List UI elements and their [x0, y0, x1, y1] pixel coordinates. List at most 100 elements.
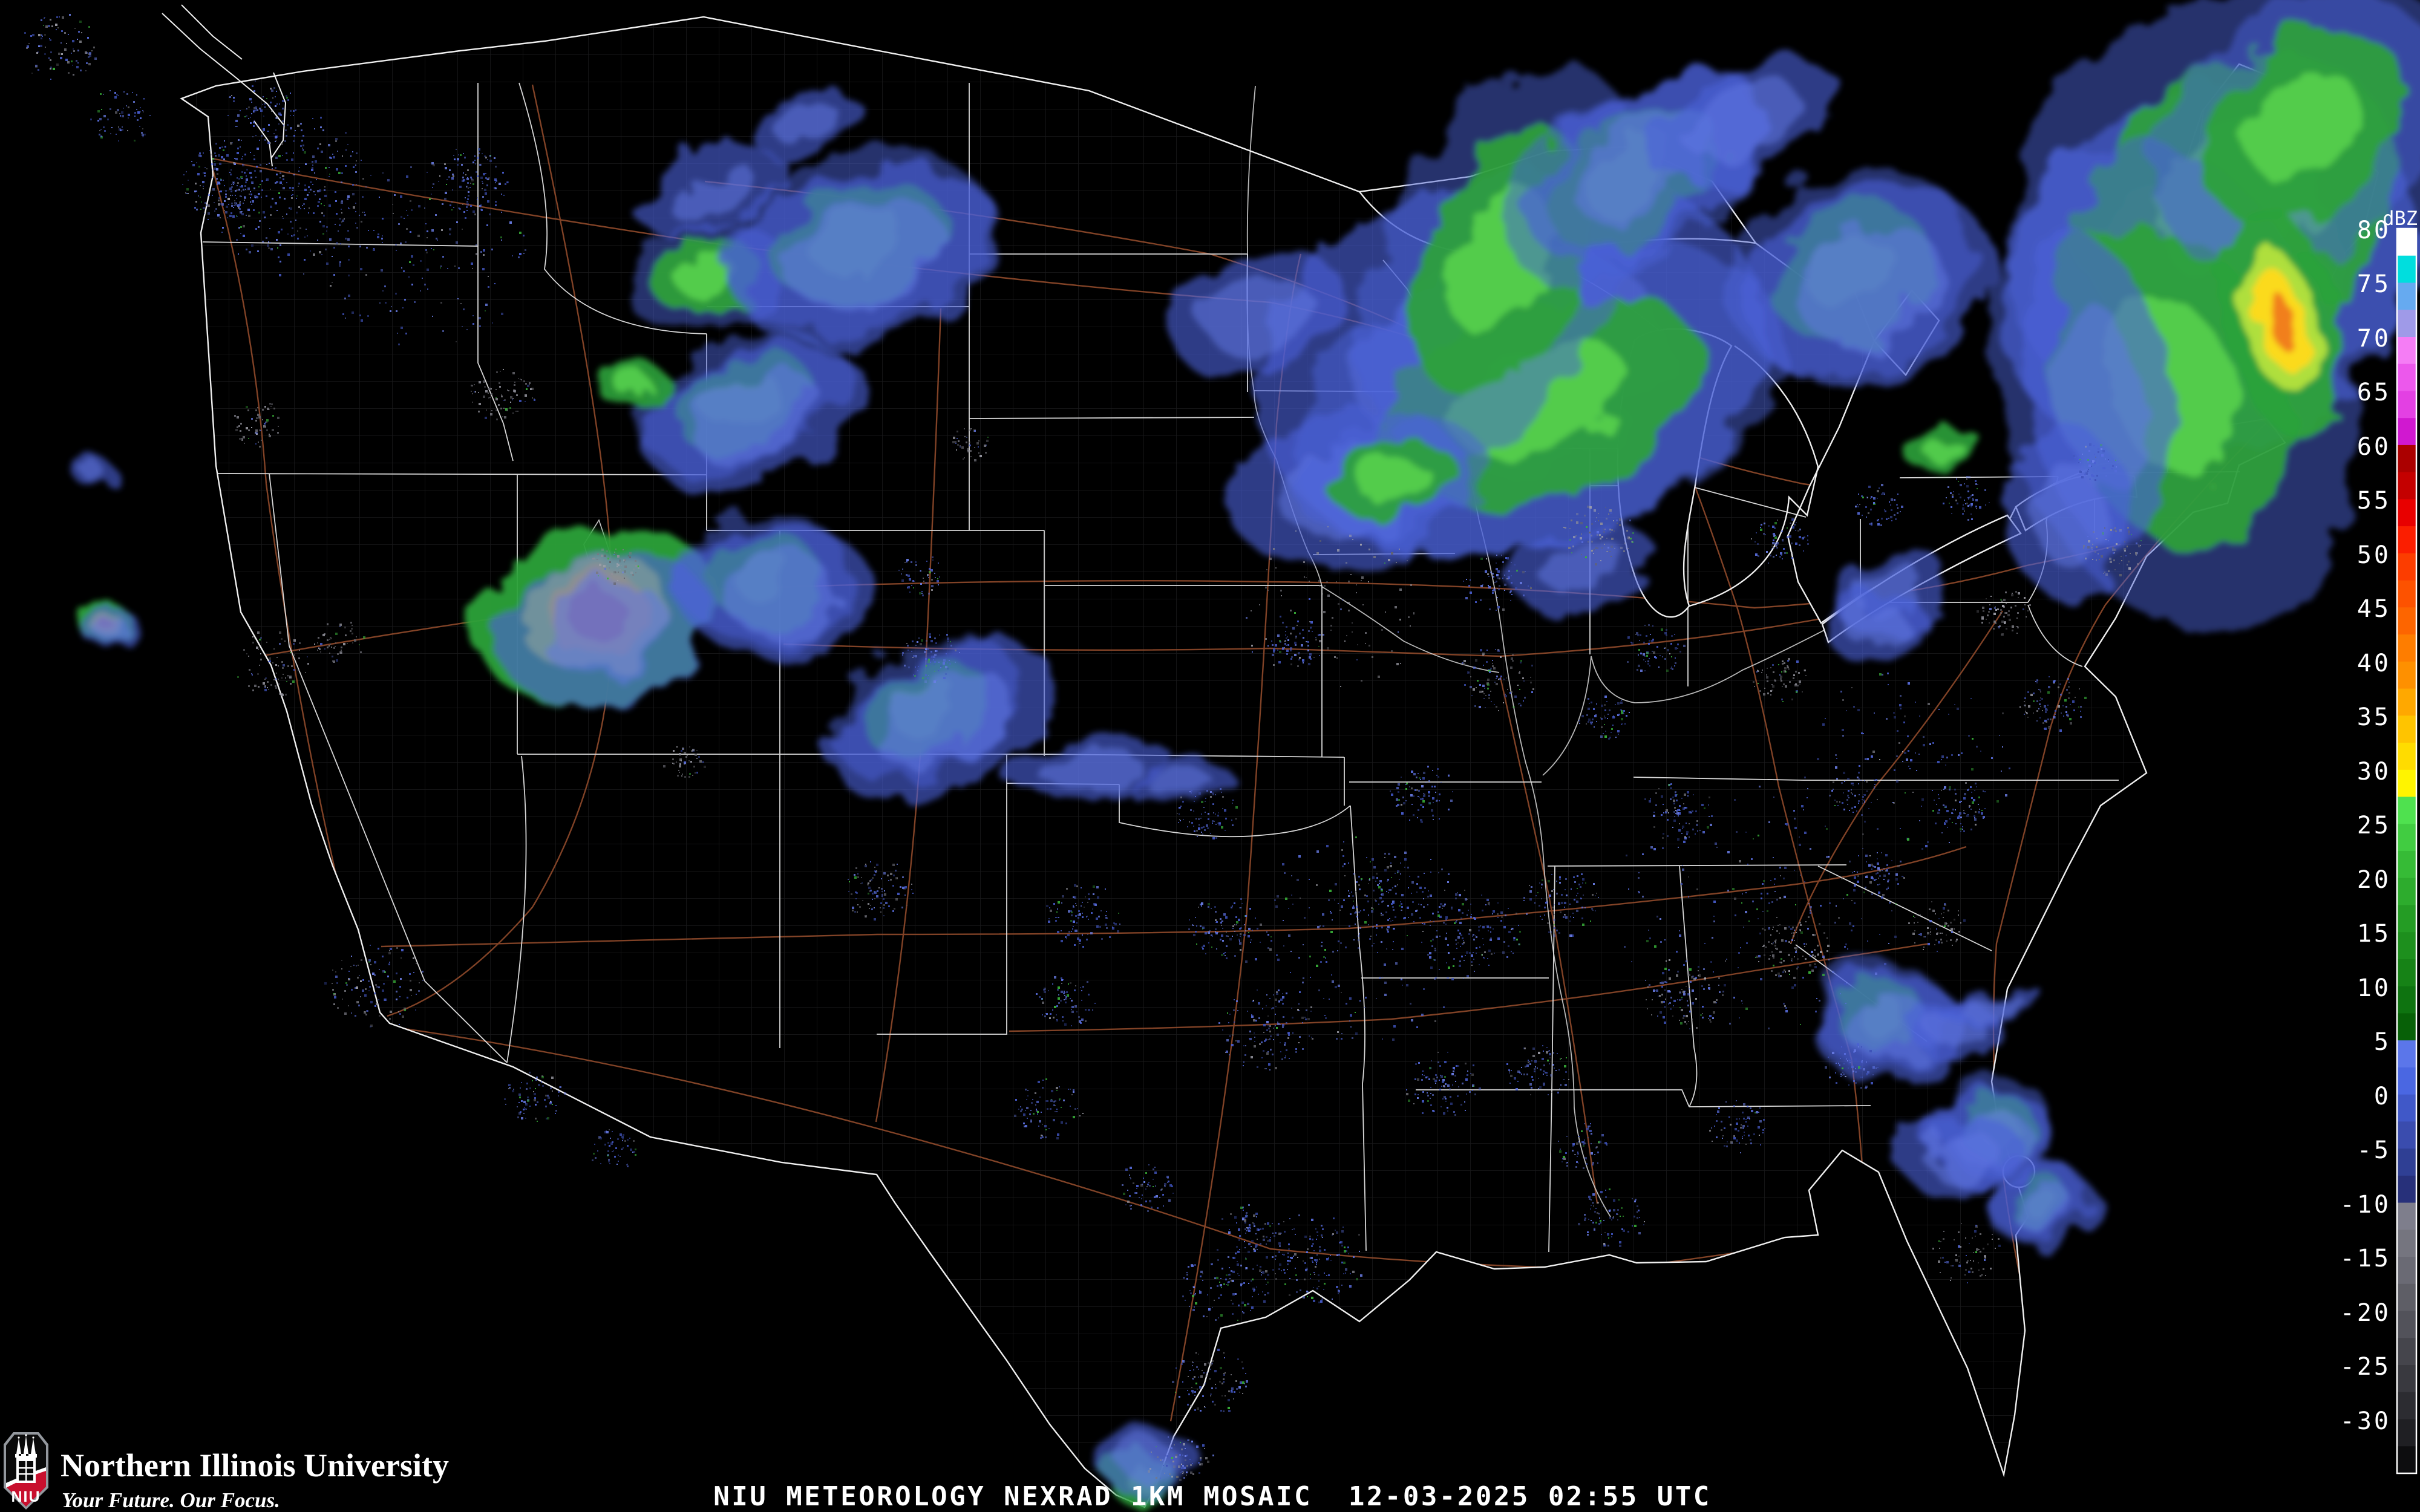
colorbar-band: [2397, 607, 2416, 635]
colorbar-tick-label: 45: [2357, 595, 2391, 623]
colorbar-band: [2397, 1365, 2416, 1393]
radar-echo: [91, 613, 126, 640]
colorbar-band: [2397, 391, 2416, 419]
colorbar-band: [2397, 499, 2416, 527]
colorbar-band: [2397, 1149, 2416, 1176]
radar-echo: [777, 103, 839, 145]
colorbar-band: [2397, 1094, 2416, 1123]
colorbar-band: [2397, 255, 2416, 284]
colorbar-tick-label: 0: [2374, 1083, 2391, 1110]
niu-shield-text: NIU: [11, 1488, 41, 1505]
colorbar-tick-label: 40: [2357, 650, 2391, 677]
colorbar-tick-label: 5: [2374, 1028, 2391, 1056]
radar-echo: [1542, 541, 1628, 596]
colorbar-band: [2397, 1419, 2416, 1447]
radar-echo: [1958, 993, 2023, 1015]
colorbar-tick-label: -15: [2340, 1245, 2391, 1272]
colorbar-band: [2397, 878, 2416, 906]
colorbar-band: [2397, 1257, 2416, 1285]
colorbar-band: [2397, 580, 2416, 608]
radar-echo: [1795, 224, 1944, 345]
colorbar-tick-label: 80: [2357, 217, 2391, 244]
colorbar-band: [2397, 1040, 2416, 1068]
colorbar-tick-label: 50: [2357, 541, 2391, 569]
colorbar-band: [2397, 282, 2416, 310]
colorbar-tick-label: 65: [2357, 379, 2391, 406]
colorbar-frame: [2396, 227, 2418, 1475]
colorbar-band: [2397, 1175, 2416, 1204]
colorbar-band: [2397, 418, 2416, 446]
radar-echo: [1206, 278, 1311, 351]
colorbar-band: [2397, 1338, 2416, 1366]
colorbar-band: [2397, 797, 2416, 824]
colorbar-tick-label: 70: [2357, 325, 2391, 353]
colorbar-band: [2397, 363, 2416, 392]
dbz-colorbar: [2396, 227, 2418, 1475]
colorbar-band: [2397, 661, 2416, 689]
colorbar-band: [2397, 337, 2416, 365]
radar-echo: [719, 550, 836, 633]
radar-echo: [1843, 994, 1934, 1062]
colorbar-band: [2397, 715, 2416, 743]
colorbar-band: [2397, 824, 2416, 852]
colorbar-tick-label: -20: [2340, 1299, 2391, 1327]
colorbar-tick-label: 35: [2357, 703, 2391, 731]
colorbar-tick-label: 60: [2357, 433, 2391, 461]
university-name: Northern Illinois University: [60, 1447, 449, 1484]
colorbar-band: [2397, 959, 2416, 987]
colorbar-band: [2397, 1392, 2416, 1420]
colorbar-band: [2397, 1121, 2416, 1149]
niu-logo: NIU Northern Illinois University Your Fu…: [4, 1432, 449, 1512]
colorbar-tick-label: 30: [2357, 758, 2391, 786]
colorbar-band: [2397, 1202, 2416, 1230]
mosaic-caption: NIU METEOROLOGY NEXRAD 1KM MOSAIC 12-03-…: [713, 1481, 1711, 1512]
radar-echo: [1120, 1441, 1181, 1484]
colorbar-band: [2397, 905, 2416, 933]
colorbar-band: [2397, 229, 2416, 256]
university-tagline: Your Future. Our Focus.: [62, 1488, 280, 1512]
niu-shield-icon: NIU: [4, 1432, 48, 1510]
radar-echo: [690, 373, 823, 462]
dbz-unit-label: dBZ: [2382, 207, 2418, 230]
colorbar-band: [2397, 634, 2416, 662]
radar-echo: [541, 584, 669, 674]
colorbar-band: [2397, 688, 2416, 716]
colorbar-tick-label: 55: [2357, 487, 2391, 515]
radar-echo: [85, 465, 109, 486]
colorbar-band: [2397, 472, 2416, 500]
radar-echo: [2249, 74, 2361, 180]
colorbar-band: [2397, 310, 2416, 337]
radar-echo: [1355, 457, 1428, 499]
radar-echo: [1685, 83, 1800, 158]
colorbar-band: [2397, 932, 2416, 960]
colorbar-band: [2397, 1013, 2416, 1041]
colorbar-band: [2397, 1067, 2416, 1095]
colorbar-tick-label: 20: [2357, 866, 2391, 894]
radar-echo: [2012, 1185, 2080, 1236]
colorbar-tick-label: 10: [2357, 974, 2391, 1002]
colorbar-band: [2397, 1283, 2416, 1312]
colorbar-tick-label: 25: [2357, 812, 2391, 839]
colorbar-band: [2397, 1446, 2416, 1474]
colorbar-band: [2397, 986, 2416, 1014]
radar-echo: [2266, 293, 2295, 348]
radar-echo: [1924, 1130, 1996, 1178]
radar-echo: [1847, 606, 1904, 646]
radar-echo: [669, 167, 759, 220]
radar-echo: [783, 200, 947, 308]
radar-echo: [1038, 750, 1140, 786]
colorbar-band: [2397, 526, 2416, 554]
colorbar-tick-label: 75: [2357, 270, 2391, 298]
radar-echo: [617, 375, 653, 399]
colorbar-tick-label: 15: [2357, 920, 2391, 948]
radar-echo: [1147, 770, 1212, 797]
radar-echo-layer: [77, 0, 2420, 1506]
colorbar-band: [2397, 851, 2416, 879]
colorbar-band: [2397, 553, 2416, 581]
colorbar-band: [2397, 1230, 2416, 1257]
colorbar-band: [2397, 769, 2416, 798]
colorbar-tick-label: -25: [2340, 1353, 2391, 1381]
radar-echo: [673, 256, 736, 295]
